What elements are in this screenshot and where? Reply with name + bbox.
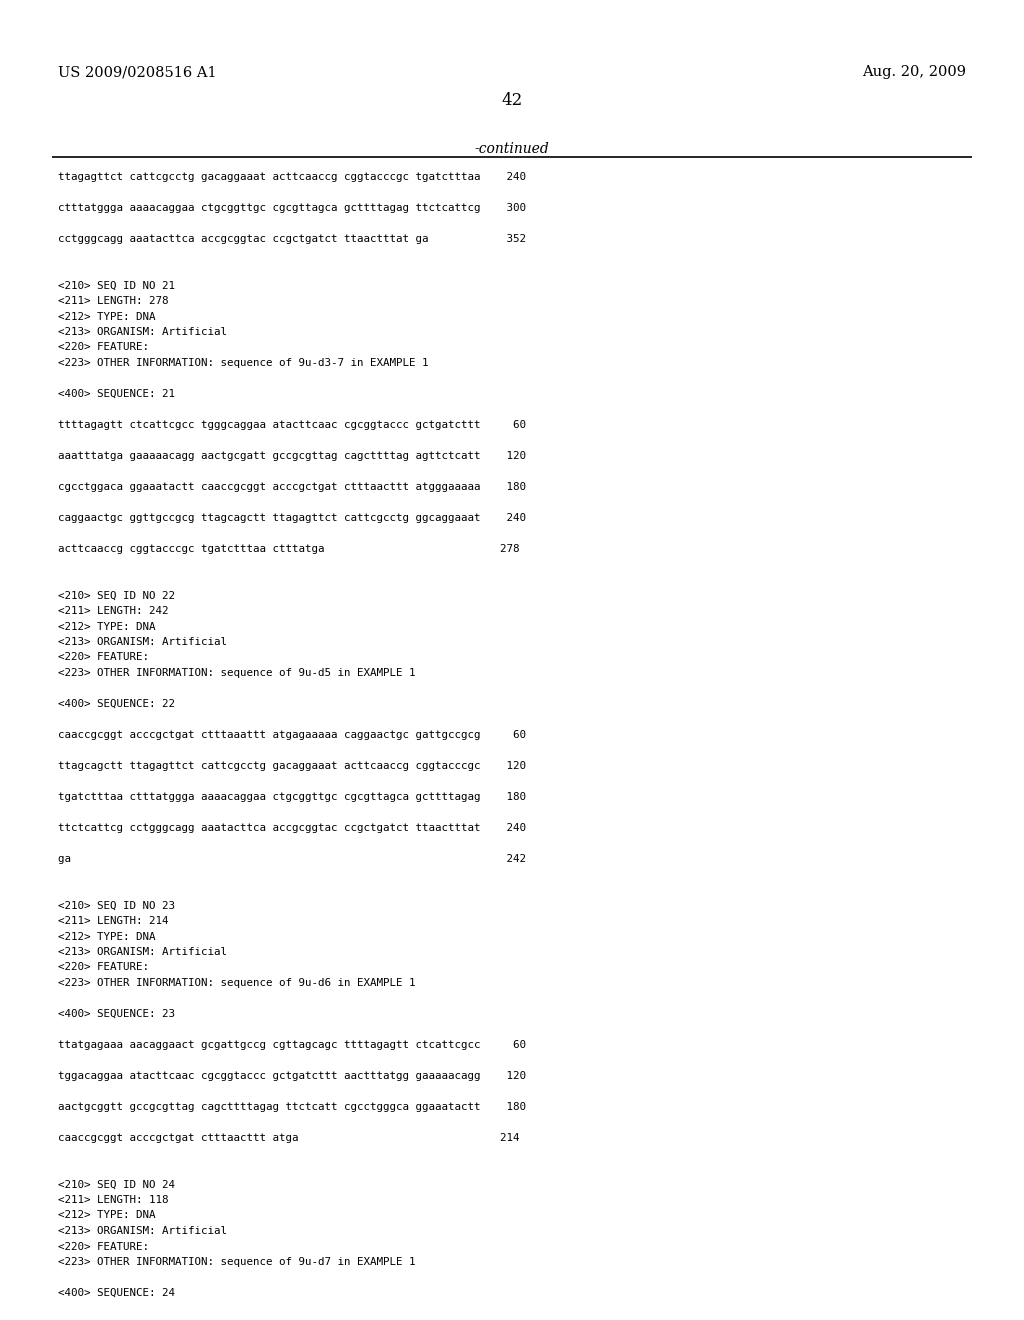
Text: ctttatggga aaaacaggaa ctgcggttgc cgcgttagca gcttttagag ttctcattcg    300: ctttatggga aaaacaggaa ctgcggttgc cgcgtta… bbox=[58, 203, 526, 213]
Text: <220> FEATURE:: <220> FEATURE: bbox=[58, 1242, 150, 1251]
Text: <400> SEQUENCE: 23: <400> SEQUENCE: 23 bbox=[58, 1008, 175, 1019]
Text: cgcctggaca ggaaatactt caaccgcggt acccgctgat ctttaacttt atgggaaaaa    180: cgcctggaca ggaaatactt caaccgcggt acccgct… bbox=[58, 482, 526, 492]
Text: -continued: -continued bbox=[475, 143, 549, 156]
Text: <400> SEQUENCE: 22: <400> SEQUENCE: 22 bbox=[58, 700, 175, 709]
Text: <220> FEATURE:: <220> FEATURE: bbox=[58, 652, 150, 663]
Text: <223> OTHER INFORMATION: sequence of 9u-d3-7 in EXAMPLE 1: <223> OTHER INFORMATION: sequence of 9u-… bbox=[58, 358, 428, 368]
Text: <220> FEATURE:: <220> FEATURE: bbox=[58, 962, 150, 973]
Text: <212> TYPE: DNA: <212> TYPE: DNA bbox=[58, 312, 156, 322]
Text: US 2009/0208516 A1: US 2009/0208516 A1 bbox=[58, 65, 217, 79]
Text: tgatctttaa ctttatggga aaaacaggaa ctgcggttgc cgcgttagca gcttttagag    180: tgatctttaa ctttatggga aaaacaggaa ctgcggt… bbox=[58, 792, 526, 803]
Text: <212> TYPE: DNA: <212> TYPE: DNA bbox=[58, 1210, 156, 1221]
Text: <223> OTHER INFORMATION: sequence of 9u-d7 in EXAMPLE 1: <223> OTHER INFORMATION: sequence of 9u-… bbox=[58, 1257, 416, 1267]
Text: <400> SEQUENCE: 21: <400> SEQUENCE: 21 bbox=[58, 389, 175, 399]
Text: <211> LENGTH: 242: <211> LENGTH: 242 bbox=[58, 606, 169, 616]
Text: ttctcattcg cctgggcagg aaatacttca accgcggtac ccgctgatct ttaactttat    240: ttctcattcg cctgggcagg aaatacttca accgcgg… bbox=[58, 822, 526, 833]
Text: <210> SEQ ID NO 22: <210> SEQ ID NO 22 bbox=[58, 590, 175, 601]
Text: <213> ORGANISM: Artificial: <213> ORGANISM: Artificial bbox=[58, 946, 227, 957]
Text: <400> SEQUENCE: 24: <400> SEQUENCE: 24 bbox=[58, 1288, 175, 1298]
Text: <212> TYPE: DNA: <212> TYPE: DNA bbox=[58, 622, 156, 631]
Text: <220> FEATURE:: <220> FEATURE: bbox=[58, 342, 150, 352]
Text: <210> SEQ ID NO 24: <210> SEQ ID NO 24 bbox=[58, 1180, 175, 1189]
Text: <211> LENGTH: 278: <211> LENGTH: 278 bbox=[58, 296, 169, 306]
Text: <211> LENGTH: 118: <211> LENGTH: 118 bbox=[58, 1195, 169, 1205]
Text: <213> ORGANISM: Artificial: <213> ORGANISM: Artificial bbox=[58, 638, 227, 647]
Text: <210> SEQ ID NO 21: <210> SEQ ID NO 21 bbox=[58, 281, 175, 290]
Text: aactgcggtt gccgcgttag cagcttttagag ttctcatt cgcctgggca ggaaatactt    180: aactgcggtt gccgcgttag cagcttttagag ttctc… bbox=[58, 1102, 526, 1111]
Text: Aug. 20, 2009: Aug. 20, 2009 bbox=[862, 65, 966, 79]
Text: <212> TYPE: DNA: <212> TYPE: DNA bbox=[58, 932, 156, 941]
Text: acttcaaccg cggtacccgc tgatctttaa ctttatga                           278: acttcaaccg cggtacccgc tgatctttaa ctttatg… bbox=[58, 544, 519, 554]
Text: ttagcagctt ttagagttct cattcgcctg gacaggaaat acttcaaccg cggtacccgc    120: ttagcagctt ttagagttct cattcgcctg gacagga… bbox=[58, 762, 526, 771]
Text: caggaactgc ggttgccgcg ttagcagctt ttagagttct cattcgcctg ggcaggaaat    240: caggaactgc ggttgccgcg ttagcagctt ttagagt… bbox=[58, 513, 526, 523]
Text: <223> OTHER INFORMATION: sequence of 9u-d5 in EXAMPLE 1: <223> OTHER INFORMATION: sequence of 9u-… bbox=[58, 668, 416, 678]
Text: caaccgcggt acccgctgat ctttaacttt atga                               214: caaccgcggt acccgctgat ctttaacttt atga 21… bbox=[58, 1133, 519, 1143]
Text: 42: 42 bbox=[502, 92, 522, 110]
Text: <210> SEQ ID NO 23: <210> SEQ ID NO 23 bbox=[58, 900, 175, 911]
Text: <211> LENGTH: 214: <211> LENGTH: 214 bbox=[58, 916, 169, 927]
Text: aaatttatga gaaaaacagg aactgcgatt gccgcgttag cagcttttag agttctcatt    120: aaatttatga gaaaaacagg aactgcgatt gccgcgt… bbox=[58, 451, 526, 461]
Text: <213> ORGANISM: Artificial: <213> ORGANISM: Artificial bbox=[58, 1226, 227, 1236]
Text: cctgggcagg aaatacttca accgcggtac ccgctgatct ttaactttat ga            352: cctgggcagg aaatacttca accgcggtac ccgctga… bbox=[58, 234, 526, 244]
Text: ttatgagaaa aacaggaact gcgattgccg cgttagcagc ttttagagtt ctcattcgcc     60: ttatgagaaa aacaggaact gcgattgccg cgttagc… bbox=[58, 1040, 526, 1049]
Text: <223> OTHER INFORMATION: sequence of 9u-d6 in EXAMPLE 1: <223> OTHER INFORMATION: sequence of 9u-… bbox=[58, 978, 416, 987]
Text: tggacaggaa atacttcaac cgcggtaccc gctgatcttt aactttatgg gaaaaacagg    120: tggacaggaa atacttcaac cgcggtaccc gctgatc… bbox=[58, 1071, 526, 1081]
Text: ttagagttct cattcgcctg gacaggaaat acttcaaccg cggtacccgc tgatctttaa    240: ttagagttct cattcgcctg gacaggaaat acttcaa… bbox=[58, 172, 526, 182]
Text: ga                                                                   242: ga 242 bbox=[58, 854, 526, 865]
Text: <213> ORGANISM: Artificial: <213> ORGANISM: Artificial bbox=[58, 327, 227, 337]
Text: caaccgcggt acccgctgat ctttaaattt atgagaaaaa caggaactgc gattgccgcg     60: caaccgcggt acccgctgat ctttaaattt atgagaa… bbox=[58, 730, 526, 741]
Text: ttttagagtt ctcattcgcc tgggcaggaa atacttcaac cgcggtaccc gctgatcttt     60: ttttagagtt ctcattcgcc tgggcaggaa atacttc… bbox=[58, 420, 526, 430]
